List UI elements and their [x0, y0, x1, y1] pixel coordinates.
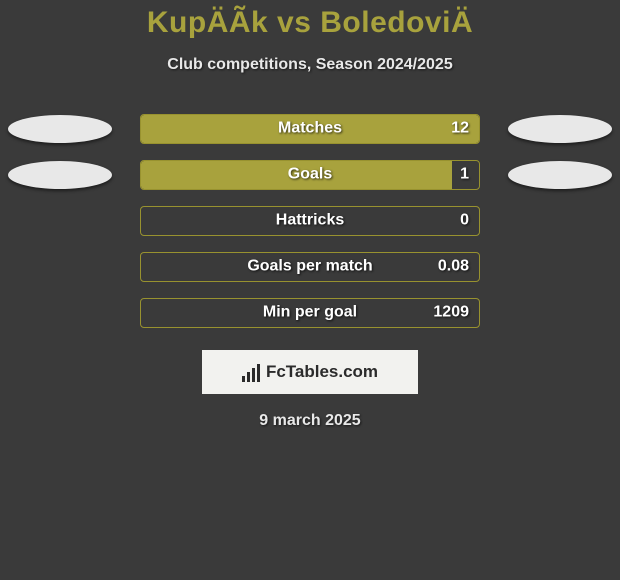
chart-growth-icon: [242, 362, 260, 382]
stat-bar-label: Goals: [288, 166, 332, 184]
stat-bar-label: Goals per match: [247, 258, 372, 276]
spacer: [560, 221, 561, 222]
stat-bar-value: 12: [451, 120, 469, 138]
player-left-avatar: [8, 115, 112, 143]
branding-badge: FcTables.com: [202, 350, 418, 394]
spacer: [60, 313, 61, 314]
footer-date: 9 march 2025: [259, 412, 360, 430]
stat-bar-value: 0.08: [438, 258, 469, 276]
spacer: [60, 221, 61, 222]
stat-bar-goals-per-match: Goals per match 0.08: [140, 252, 480, 282]
page-title: KupÄÃ­k vs BoledoviÄ: [147, 6, 473, 40]
stat-bar-value: 1: [460, 166, 469, 184]
stats-chart: Matches 12 Goals 1 Hattricks 0 Goals per…: [0, 114, 620, 328]
stat-bar-hattricks: Hattricks 0: [140, 206, 480, 236]
player-left-avatar: [8, 161, 112, 189]
player-right-avatar: [508, 115, 612, 143]
stat-bar-min-per-goal: Min per goal 1209: [140, 298, 480, 328]
stat-bar-label: Hattricks: [276, 212, 344, 230]
stat-bar-goals: Goals 1: [140, 160, 480, 190]
spacer: [60, 267, 61, 268]
stat-bar-label: Min per goal: [263, 304, 357, 322]
comparison-card: KupÄÃ­k vs BoledoviÄ Club competitions, …: [0, 0, 620, 430]
player-right-avatar: [508, 161, 612, 189]
spacer: [560, 313, 561, 314]
branding-text: FcTables.com: [266, 362, 378, 382]
stat-bar-value: 1209: [433, 304, 469, 322]
page-subtitle: Club competitions, Season 2024/2025: [167, 56, 452, 74]
stat-bar-value: 0: [460, 212, 469, 230]
spacer: [560, 267, 561, 268]
stat-bar-matches: Matches 12: [140, 114, 480, 144]
stat-bar-label: Matches: [278, 120, 342, 138]
